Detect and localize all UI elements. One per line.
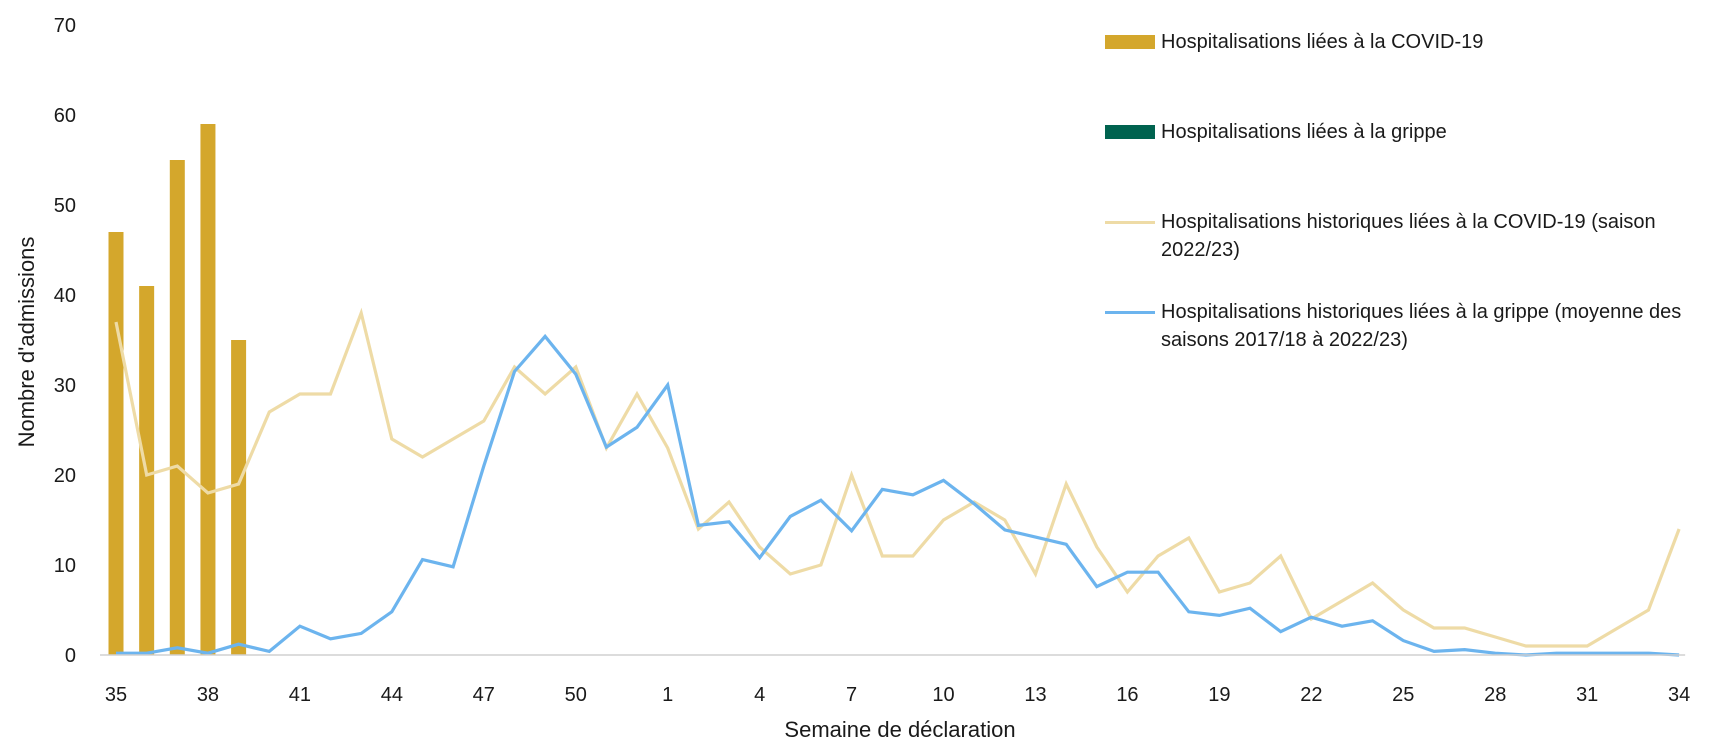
x-tick-label: 22 [1300,684,1322,706]
series-line [116,333,1680,657]
x-tick-label: 16 [1116,684,1138,706]
x-axis-title: Semaine de déclaration [784,717,1015,741]
x-tick-label: 35 [105,684,127,706]
y-tick-label: 30 [54,375,76,397]
x-tick-label: 41 [289,684,311,706]
legend-item-flu: Hospitalisations liées à la grippe [1105,118,1705,208]
legend-label-covid: Hospitalisations liées à la COVID-19 [1161,31,1484,53]
legend-swatch-covid-historical [1105,221,1155,224]
legend-label-flu-historical: Hospitalisations historiques liées à la … [1161,301,1682,351]
legend-item-covid-historical: Hospitalisations historiques liées à la … [1105,208,1705,298]
y-tick-label: 20 [54,465,76,487]
x-tick-label: 4 [754,684,765,706]
y-tick-label: 70 [54,15,76,37]
legend-swatch-flu [1105,125,1155,139]
x-tick-label: 25 [1392,684,1414,706]
x-tick-label: 7 [846,684,857,706]
x-tick-label: 38 [197,684,219,706]
x-tick-label: 31 [1576,684,1598,706]
legend-swatch-flu-historical [1105,311,1155,314]
y-tick-label: 0 [65,645,76,667]
x-axis-ticks: 35 38 41 44 47 50 1 4 7 10 13 16 19 22 25 28 31 34 [105,684,1690,706]
bar [169,160,185,655]
legend-swatch-covid [1105,35,1155,49]
bar [108,232,124,655]
x-tick-label: 47 [473,684,495,706]
bar-series-group [108,124,247,655]
y-tick-label: 50 [54,195,76,217]
series-line [114,307,1681,648]
bar [231,340,247,655]
bar [200,124,216,655]
legend-label-covid-historical: Hospitalisations historiques liées à la … [1161,211,1656,261]
x-tick-label: 10 [932,684,954,706]
legend-label-flu: Hospitalisations liées à la grippe [1161,121,1447,143]
x-tick-label: 13 [1024,684,1046,706]
x-tick-label: 44 [381,684,403,706]
x-tick-label: 34 [1668,684,1690,706]
legend-item-flu-historical: Hospitalisations historiques liées à la … [1105,298,1705,354]
y-tick-label: 60 [54,105,76,127]
x-tick-label: 19 [1208,684,1230,706]
y-axis-title: Nombre d'admissions [14,237,39,448]
y-axis-ticks: 0 10 20 30 40 50 60 70 [54,15,76,667]
line-series-group [114,307,1681,657]
x-tick-label: 1 [662,684,673,706]
legend-item-covid: Hospitalisations liées à la COVID-19 [1105,28,1705,118]
x-tick-label: 28 [1484,684,1506,706]
legend: Hospitalisations liées à la COVID-19 Hos… [1105,28,1705,354]
x-tick-label: 50 [565,684,587,706]
y-tick-label: 40 [54,285,76,307]
y-tick-label: 10 [54,555,76,577]
